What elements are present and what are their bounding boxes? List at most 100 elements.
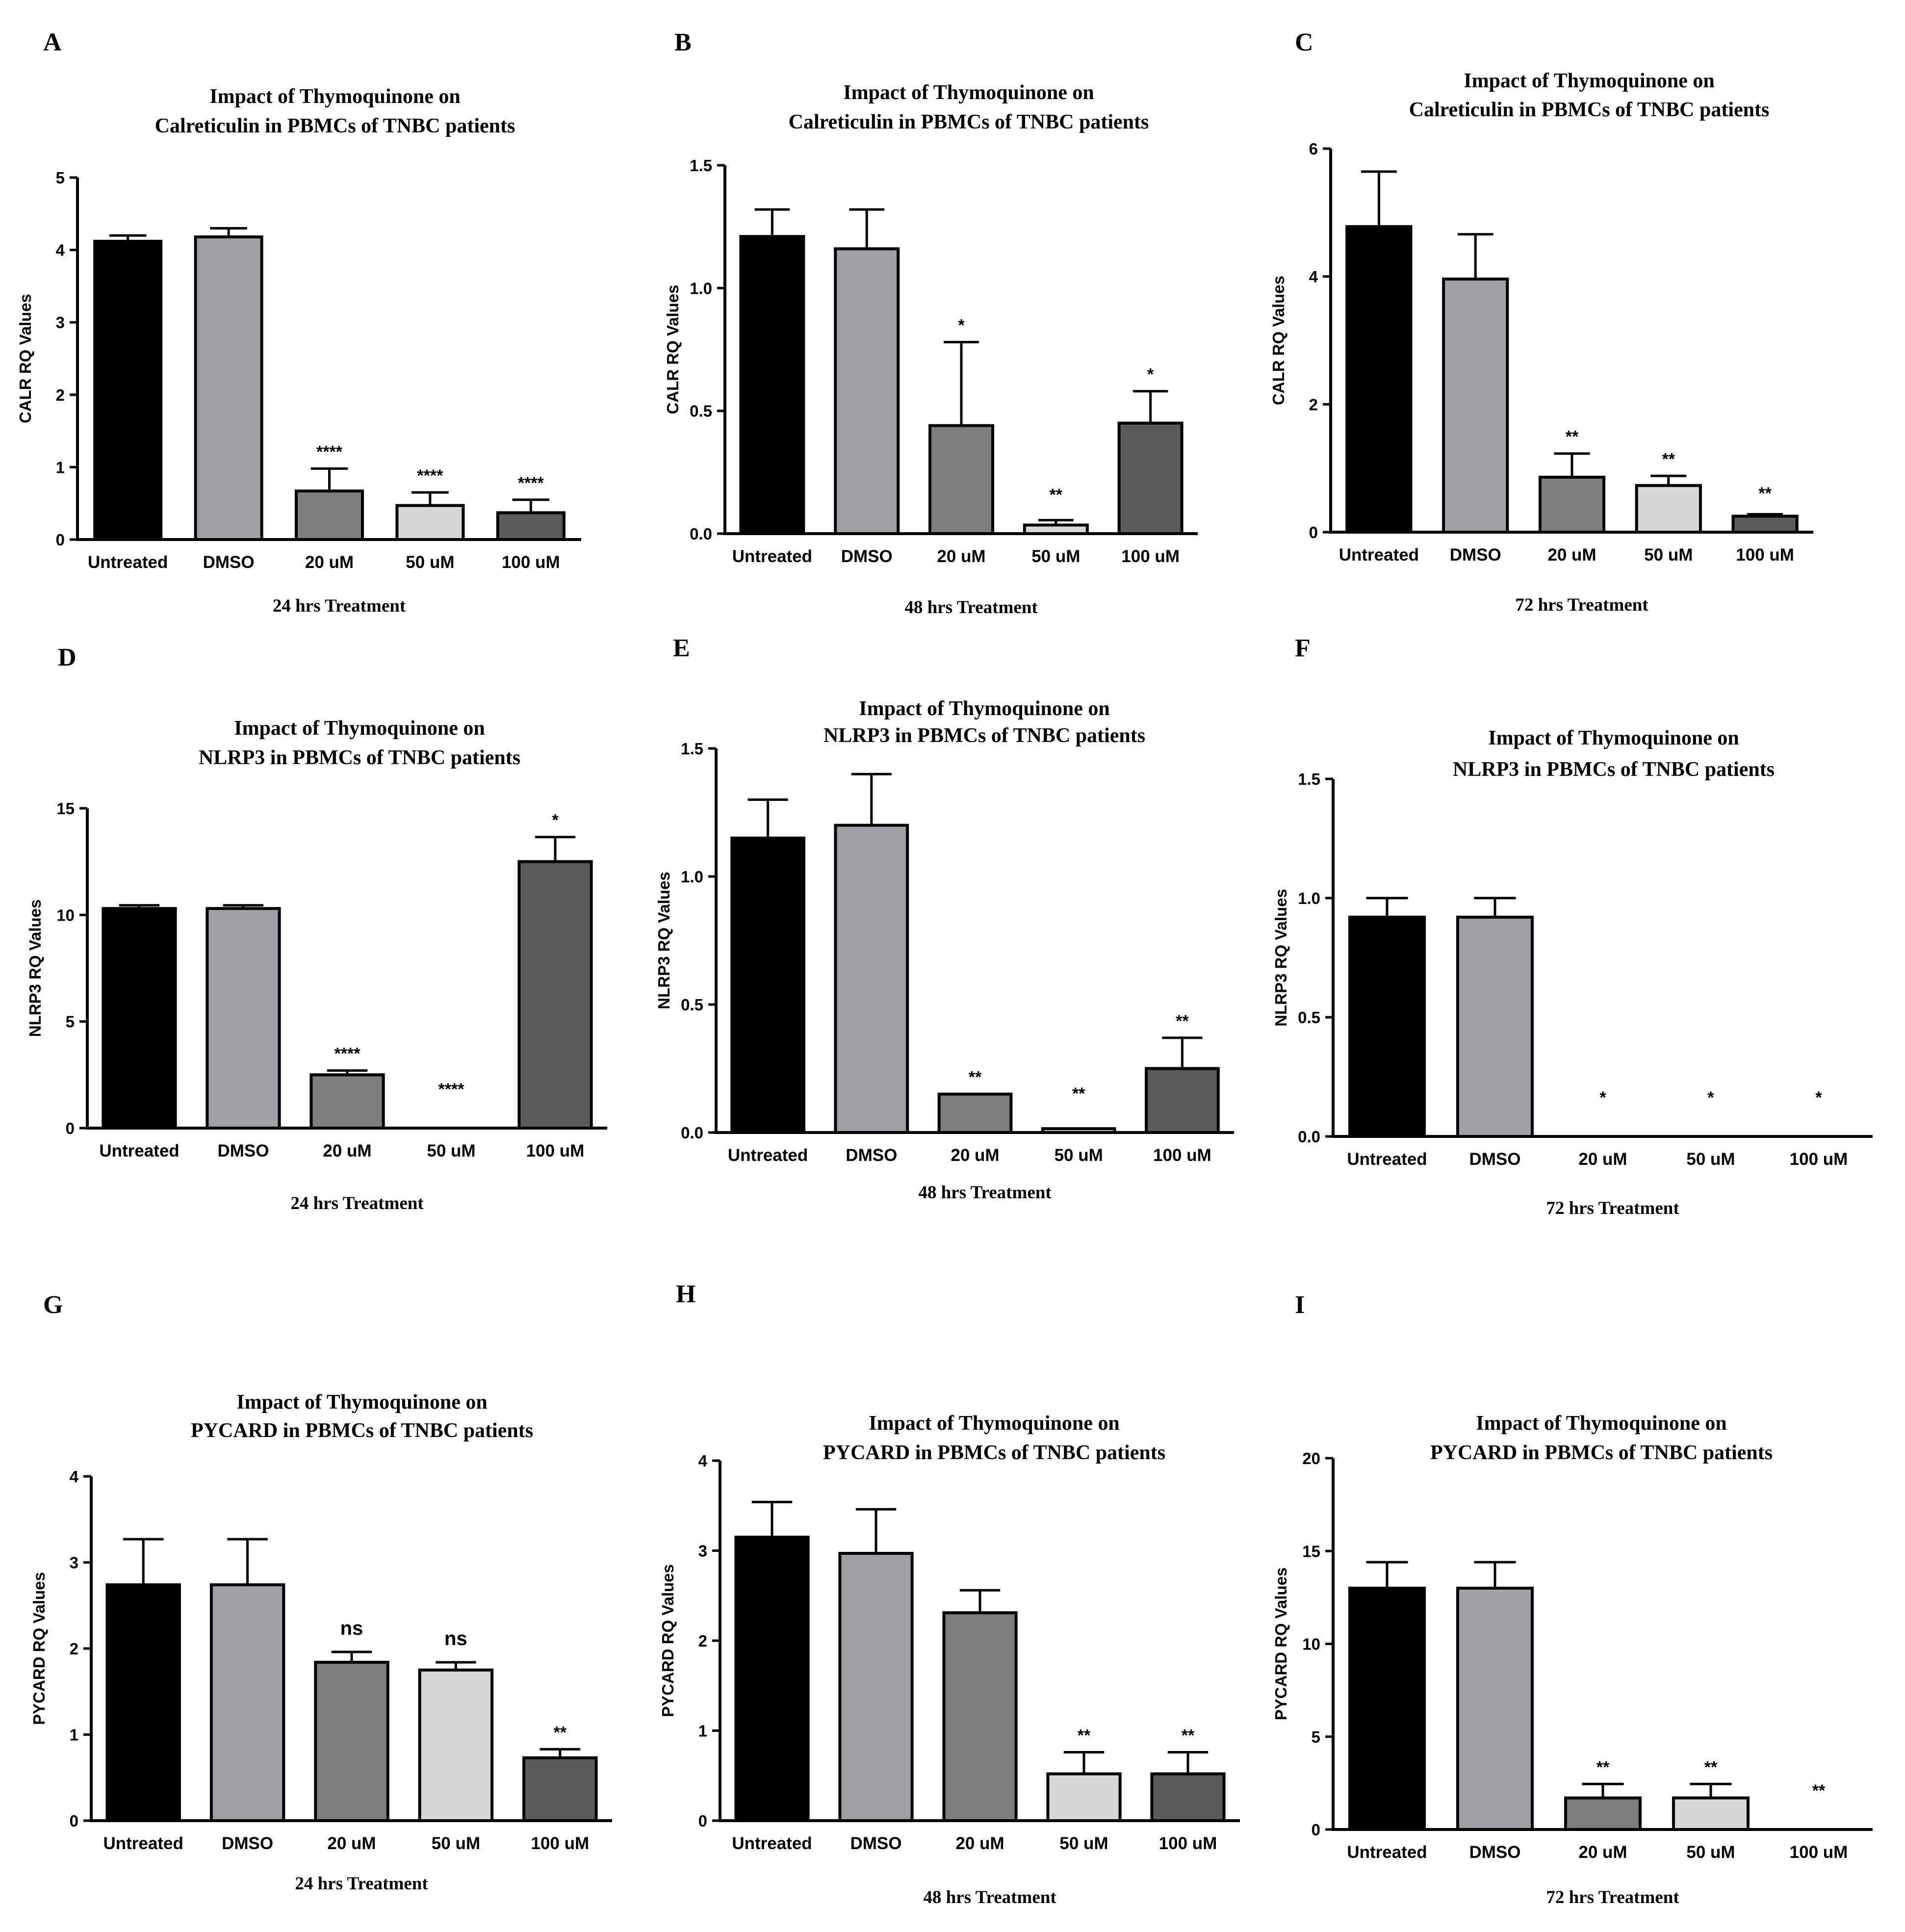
y-tick-label: 5 xyxy=(56,169,65,187)
x-axis-label: 24 hrs Treatment xyxy=(273,596,406,616)
y-tick-label: 0 xyxy=(66,1119,75,1137)
chart-title: Impact of Thymoquinone on xyxy=(1476,1412,1727,1435)
category-label: DMSO xyxy=(218,1141,269,1160)
y-tick-label: 3 xyxy=(698,1542,707,1560)
category-label: 100 uM xyxy=(1153,1146,1211,1165)
chart-subtitle: Calreticulin in PBMCs of TNBC patients xyxy=(155,115,515,137)
significance-label: ns xyxy=(444,1628,467,1649)
y-tick-label: 0 xyxy=(698,1812,707,1830)
category-label: 20 uM xyxy=(955,1834,1004,1853)
category-label: 20 uM xyxy=(305,553,354,572)
category-label: DMSO xyxy=(203,553,255,572)
y-axis-label: NLRP3 RQ Values xyxy=(26,900,44,1037)
chart-panel-i: I Impact of Thymoquinone on PYCARD in PBMC… xyxy=(1272,1291,1873,1907)
y-tick-label: 0.0 xyxy=(1298,1128,1320,1146)
y-tick-label: 1.5 xyxy=(681,740,703,758)
y-tick-label: 0 xyxy=(70,1812,78,1830)
bar-dmso xyxy=(206,907,281,1130)
chart-panel-e: E Impact of Thymoquinone on NLRP3 in PBMCs… xyxy=(655,634,1234,1203)
y-tick-label: 4 xyxy=(1309,268,1318,286)
bar-dmso xyxy=(1442,277,1509,534)
y-tick-label: 1.0 xyxy=(1298,889,1320,907)
category-label: 50 uM xyxy=(1686,1150,1735,1169)
significance-label: ** xyxy=(1566,428,1579,446)
y-tick-label: 1.0 xyxy=(681,868,703,886)
bar-untreated xyxy=(739,235,805,535)
category-label: Untreated xyxy=(1339,545,1419,565)
significance-label: ** xyxy=(1758,484,1772,503)
y-tick-label: 20 xyxy=(1302,1449,1320,1468)
y-tick-label: 0.5 xyxy=(690,402,712,420)
y-tick-label: 0 xyxy=(1309,523,1318,541)
y-tick-label: 0 xyxy=(1312,1821,1320,1839)
significance-label: **** xyxy=(518,474,544,492)
category-label: 50 uM xyxy=(1055,1146,1103,1165)
bar-20-um xyxy=(928,424,994,535)
chart-subtitle: PYCARD in PBMCs of TNBC patients xyxy=(823,1442,1165,1464)
significance-label: ** xyxy=(1704,1758,1718,1777)
bar-20-um xyxy=(294,489,364,541)
category-label: 100 uM xyxy=(1159,1834,1217,1853)
significance-label: **** xyxy=(438,1080,465,1099)
significance-label: ** xyxy=(1050,486,1063,504)
bar-untreated xyxy=(1345,225,1413,534)
y-axis-label: NLRP3 RQ Values xyxy=(655,872,673,1009)
category-label: 20 uM xyxy=(323,1141,371,1160)
category-label: DMSO xyxy=(1450,545,1501,565)
significance-label: * xyxy=(1707,1088,1714,1107)
chart-title: Impact of Thymoquinone on xyxy=(234,717,485,740)
bar-dmso xyxy=(838,1552,914,1822)
panel-letter: I xyxy=(1295,1291,1305,1319)
y-tick-label: 5 xyxy=(66,1013,75,1031)
chart-title: Impact of Thymoquinone on xyxy=(869,1412,1120,1435)
significance-label: **** xyxy=(335,1045,361,1063)
y-tick-label: 1 xyxy=(70,1726,78,1744)
bar-20-um xyxy=(942,1611,1018,1822)
bar-dmso xyxy=(834,824,909,1134)
bar-50-um xyxy=(1635,484,1702,534)
y-axis-label: NLRP3 RQ Values xyxy=(1272,889,1290,1027)
panel-letter: B xyxy=(674,28,692,56)
category-label: 20 uM xyxy=(1547,545,1596,565)
bar-100-um xyxy=(1117,421,1184,536)
category-label: 50 uM xyxy=(1644,545,1693,565)
category-label: 100 uM xyxy=(531,1834,589,1853)
bar-dmso xyxy=(834,247,900,535)
bar-50-um xyxy=(1046,1772,1122,1823)
x-axis-label: 48 hrs Treatment xyxy=(923,1887,1056,1907)
y-tick-label: 2 xyxy=(70,1640,78,1658)
significance-label: **** xyxy=(417,466,443,485)
category-label: 100 uM xyxy=(526,1141,585,1160)
x-axis-label: 24 hrs Treatment xyxy=(295,1874,428,1894)
chart-subtitle: NLRP3 in PBMCs of TNBC patients xyxy=(1453,758,1775,781)
category-label: 50 uM xyxy=(427,1141,475,1160)
category-label: 100 uM xyxy=(502,553,560,572)
bar-100-um xyxy=(1145,1067,1220,1134)
y-tick-label: 0 xyxy=(56,531,65,549)
significance-label: ns xyxy=(340,1618,363,1639)
bar-untreated xyxy=(105,1583,181,1822)
y-tick-label: 0.5 xyxy=(681,996,703,1014)
chart-panel-c: C Impact of Thymoquinone on Calreticulin i… xyxy=(1269,28,1813,615)
category-label: DMSO xyxy=(222,1834,273,1853)
bar-50-um xyxy=(418,1668,494,1822)
y-tick-label: 1 xyxy=(698,1722,707,1740)
y-tick-label: 6 xyxy=(1309,140,1318,158)
chart-panel-h: H Impact of Thymoquinone on PYCARD in PBMC… xyxy=(659,1280,1240,1907)
y-tick-label: 10 xyxy=(1302,1635,1320,1653)
bar-50-um xyxy=(395,504,465,541)
significance-label: ** xyxy=(1176,1012,1189,1030)
category-label: DMSO xyxy=(1469,1843,1521,1862)
category-label: 20 uM xyxy=(1578,1843,1627,1862)
significance-label: * xyxy=(1147,365,1154,384)
chart-title: Impact of Thymoquinone on xyxy=(843,81,1094,104)
x-axis-label: 72 hrs Treatment xyxy=(1515,595,1648,615)
significance-label: * xyxy=(552,811,559,830)
category-label: Untreated xyxy=(1347,1150,1427,1169)
chart-panel-b: B Impact of Thymoquinone on Calreticulin i… xyxy=(664,28,1198,618)
bar-100-um xyxy=(496,511,566,541)
chart-panel-a: A Impact of Thymoquinone on Calreticulin i… xyxy=(16,28,581,616)
significance-label: * xyxy=(958,316,965,335)
category-label: 50 uM xyxy=(432,1834,480,1853)
